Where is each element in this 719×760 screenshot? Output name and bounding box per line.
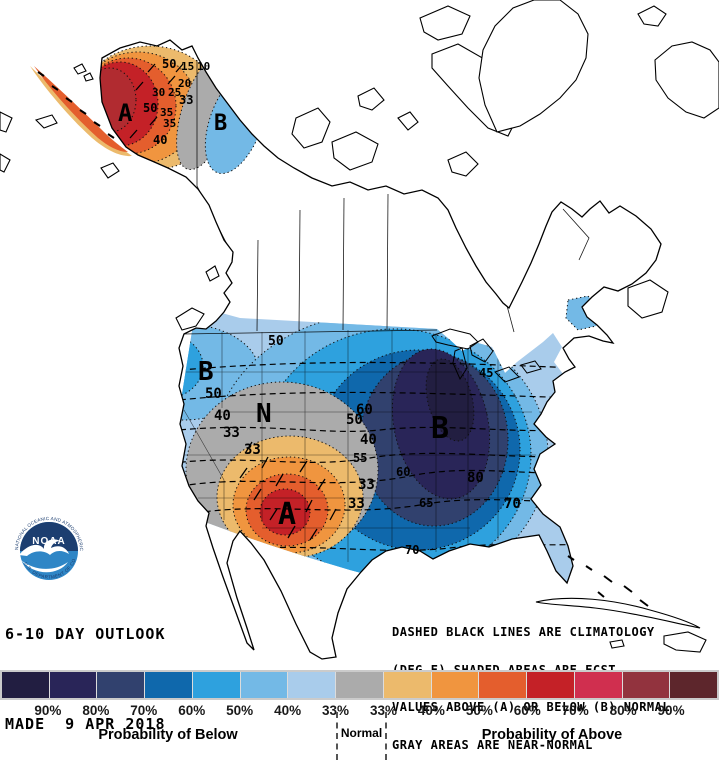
notes-line-4: GRAY AREAS ARE NEAR-NORMAL [392,737,593,752]
region-label-alaska-above: A [118,99,133,127]
svg-text:30: 30 [152,86,165,99]
legend-swatch-above-50 [479,672,528,698]
region-label-midwest-below: B [431,411,449,446]
legend-tick: 50% [465,703,493,718]
region-label-northwest-below: B [198,357,214,387]
legend-tick: 40% [417,703,445,718]
noaa-bird-icon [19,539,69,556]
contour-labels: 50 15 10 20 25 30 33 35 50 35 40 50 50 4… [143,57,521,557]
svg-text:45: 45 [479,366,493,380]
legend-tick: 90% [34,703,62,718]
region-label-basin-normal: N [256,399,272,429]
svg-text:35: 35 [160,106,173,119]
legend-tick: 80% [609,703,637,718]
svg-text:70: 70 [405,543,419,557]
legend-tick: 60% [513,703,541,718]
legend-tick-row: 90% 80% 70% 60% 50% 40% 33% 33% 40% 50% … [0,700,719,720]
legend-swatch-below-60 [145,672,193,698]
aleutian-chain [30,66,132,157]
svg-text:33: 33 [358,477,375,493]
legend-tick: 80% [82,703,110,718]
svg-text:60: 60 [356,402,373,418]
noaa-acronym: NOAA [32,536,65,547]
legend-swatch-below-80 [49,672,98,698]
svg-text:65: 65 [419,496,433,510]
svg-text:80: 80 [467,470,484,486]
legend-tick: 70% [130,703,158,718]
legend-swatch-above-70 [574,672,623,698]
svg-text:20: 20 [178,77,191,90]
probability-legend: 90% 80% 70% 60% 50% 40% 33% 33% 40% 50% … [0,670,719,760]
svg-text:15: 15 [181,60,194,73]
legend-swatch-above-90 [670,672,718,698]
svg-text:33: 33 [223,425,240,441]
outlook-map: A B B N A B 50 15 10 20 25 30 33 35 50 3… [0,0,719,660]
svg-text:60: 60 [396,465,410,479]
legend-tick: 40% [274,703,302,718]
legend-swatch-above-33 [383,672,432,698]
svg-text:35: 35 [163,117,176,130]
legend-tick: 50% [226,703,254,718]
legend-swatch-above-40 [431,672,480,698]
legend-swatch-below-40 [240,672,289,698]
legend-swatch-normal [336,672,384,698]
svg-text:10: 10 [197,60,210,73]
legend-caption-row: Probability of Below Normal Probability … [0,712,719,760]
legend-swatch-below-50 [192,672,241,698]
svg-text:33: 33 [348,496,365,512]
svg-text:40: 40 [214,408,231,424]
region-label-panhandle-below: B [214,111,227,136]
coastlines [0,0,719,660]
svg-text:33: 33 [244,442,261,458]
svg-text:70: 70 [504,496,521,512]
notes-line-3: VALUES ABOVE (A) OR BELOW (B) NORMAL [392,700,671,714]
legend-tick: 33% [322,703,350,718]
legend-color-bar [0,670,719,700]
above-normal-caption: Probability of Above [481,727,623,743]
notes-line-1: DASHED BLACK LINES ARE CLIMATOLOGY [392,625,655,639]
region-label-southwest-above: A [278,497,296,532]
svg-text:33: 33 [179,93,193,107]
noaa-logo: NOAA NATIONAL OCEANIC AND ATMOSPHERIC AD… [6,506,84,580]
below-normal-caption: Probability of Below [98,727,238,743]
normal-caption: Normal [336,712,387,760]
svg-text:55: 55 [353,451,367,465]
legend-swatch-above-60 [527,672,575,698]
borders [183,60,590,562]
svg-text:40: 40 [153,133,167,147]
svg-text:50: 50 [205,386,222,402]
svg-text:25: 25 [168,86,181,99]
legend-swatch-below-90 [2,672,50,698]
legend-tick: 60% [178,703,206,718]
legend-tick: 33% [369,703,397,718]
svg-text:40: 40 [360,432,377,448]
title-line-3: MADE 9 APR 2018 [5,715,166,733]
legend-swatch-below-70 [97,672,146,698]
legend-swatch-below-33 [288,672,337,698]
svg-text:50: 50 [268,334,284,349]
title-line-1: 6-10 DAY OUTLOOK [5,625,166,643]
svg-text:50: 50 [162,57,176,71]
map-labels: A B B N A B 50 15 10 20 25 30 33 35 50 3… [118,57,521,557]
legend-swatch-above-80 [622,672,671,698]
svg-text:50: 50 [143,101,157,115]
legend-tick: 70% [561,703,589,718]
svg-text:50: 50 [346,412,363,428]
legend-tick: 90% [657,703,685,718]
